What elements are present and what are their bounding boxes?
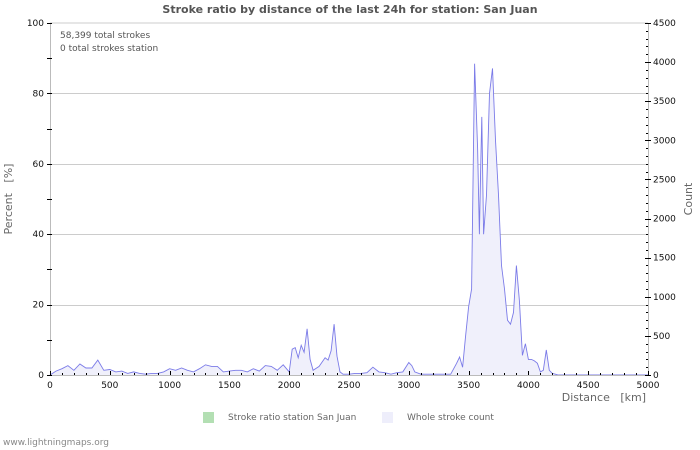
x-tick-label: 2500 bbox=[338, 381, 361, 391]
footer-site-link[interactable]: www.lightningmaps.org bbox=[3, 438, 109, 448]
legend-swatch-lavender bbox=[382, 412, 393, 423]
legend-label: Stroke ratio station San Juan bbox=[228, 412, 357, 423]
station-strokes-text: 0 total strokes station bbox=[60, 44, 159, 54]
right-tick-label: 500 bbox=[653, 332, 670, 342]
x-tick-label: 3500 bbox=[457, 381, 480, 391]
stroke-info: 58,399 total strokes 0 total strokes sta… bbox=[60, 30, 158, 56]
x-tick-label: 4500 bbox=[577, 381, 600, 391]
right-tick-label: 1500 bbox=[653, 254, 676, 264]
x-tick-label: 1000 bbox=[158, 381, 181, 391]
right-tick-label: 2000 bbox=[653, 215, 676, 225]
chart-title: Stroke ratio by distance of the last 24h… bbox=[162, 3, 538, 16]
x-tick-label: 500 bbox=[101, 381, 118, 391]
x-tick-label: 5000 bbox=[637, 381, 660, 391]
whole-stroke-count-line bbox=[49, 63, 648, 376]
right-tick-label: 3000 bbox=[653, 136, 676, 146]
left-tick-label: 80 bbox=[33, 89, 45, 99]
left-axis-label: Percent [%] bbox=[2, 164, 15, 235]
left-tick-label: 0 bbox=[38, 371, 44, 381]
total-strokes-text: 58,399 total strokes bbox=[60, 31, 151, 41]
whole-stroke-count-area bbox=[50, 63, 648, 375]
right-axis-label: Count bbox=[682, 182, 695, 215]
right-tick-label: 1000 bbox=[653, 293, 676, 303]
x-tick-label: 1500 bbox=[218, 381, 241, 391]
x-tick-label: 4000 bbox=[517, 381, 540, 391]
legend-item-whole-count: Whole stroke count bbox=[382, 412, 494, 423]
x-tick-label: 3000 bbox=[397, 381, 420, 391]
legend-label: Whole stroke count bbox=[407, 412, 494, 423]
x-tick-label: 2000 bbox=[278, 381, 301, 391]
x-tick-label: 0 bbox=[47, 381, 53, 391]
x-axis-label: Distance [km] bbox=[562, 391, 646, 404]
right-tick-label: 0 bbox=[653, 371, 659, 381]
left-tick-label: 100 bbox=[27, 19, 44, 29]
legend-swatch-green bbox=[203, 412, 214, 423]
right-tick-label: 2500 bbox=[653, 175, 676, 185]
right-tick-label: 3500 bbox=[653, 97, 676, 107]
left-tick-label: 20 bbox=[33, 301, 45, 311]
right-tick-label: 4500 bbox=[653, 19, 676, 29]
left-tick-label: 40 bbox=[33, 230, 45, 240]
legend-item-station-ratio: Stroke ratio station San Juan bbox=[203, 412, 356, 423]
left-tick-label: 60 bbox=[33, 160, 45, 170]
right-tick-label: 4000 bbox=[653, 58, 676, 68]
